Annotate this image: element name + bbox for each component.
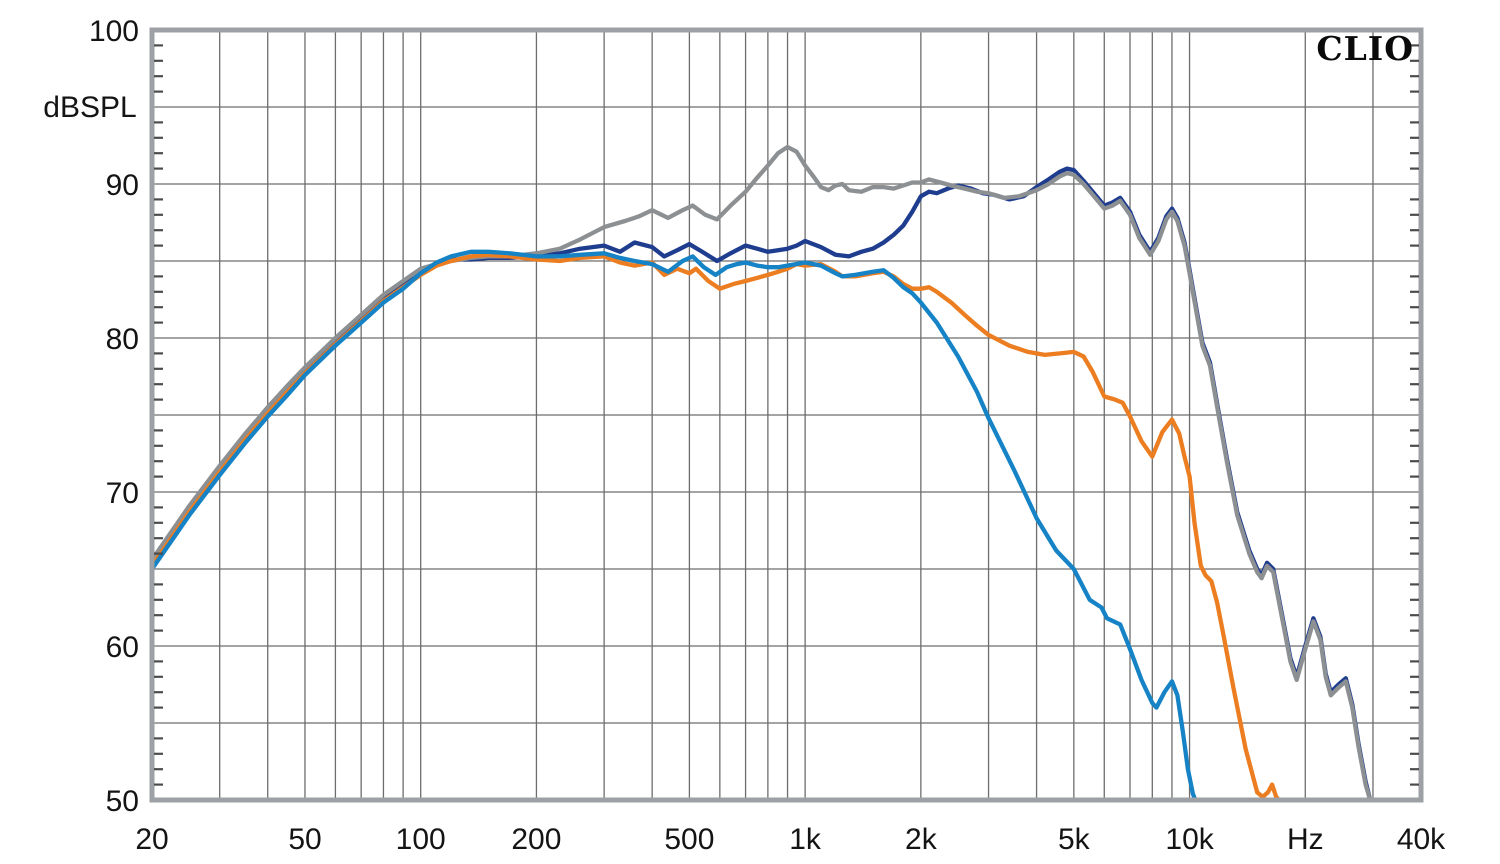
y-tick-label: 50 [106, 785, 139, 818]
grid-layer [152, 30, 1421, 800]
x-tick-label: 200 [511, 823, 561, 856]
x-tick-label: 40k [1397, 823, 1446, 856]
x-tick-label: 5k [1058, 823, 1091, 856]
y-tick-label: 90 [106, 169, 139, 202]
orange-trace [152, 252, 1282, 800]
brand-logo: CLIO [1316, 29, 1414, 68]
x-tick-label: 2k [905, 823, 938, 856]
y-tick-label: 70 [106, 477, 139, 510]
x-tick-label: 500 [664, 823, 714, 856]
lightblue-trace [152, 249, 1198, 800]
x-tick-label: 50 [288, 823, 321, 856]
series-layer [152, 144, 1373, 800]
x-tick-label: 1k [789, 823, 822, 856]
y-tick-label: 80 [106, 323, 139, 356]
x-axis-unit-label: Hz [1287, 823, 1324, 856]
plot-frame [149, 27, 1424, 803]
y-axis-unit-label: dBSPL [43, 91, 136, 124]
x-tick-label: 20 [135, 823, 168, 856]
y-tick-label: 60 [106, 631, 139, 664]
x-tick-label: 10k [1165, 823, 1214, 856]
y-tick-label: 100 [89, 15, 139, 48]
x-tick-label: 100 [396, 823, 446, 856]
tick-layer [154, 44, 1419, 786]
axis-label-layer: 20 50 100 200 500 1k 2k 5k 10k Hz 40k 100 90 80 70 60 50 [89, 15, 1446, 856]
